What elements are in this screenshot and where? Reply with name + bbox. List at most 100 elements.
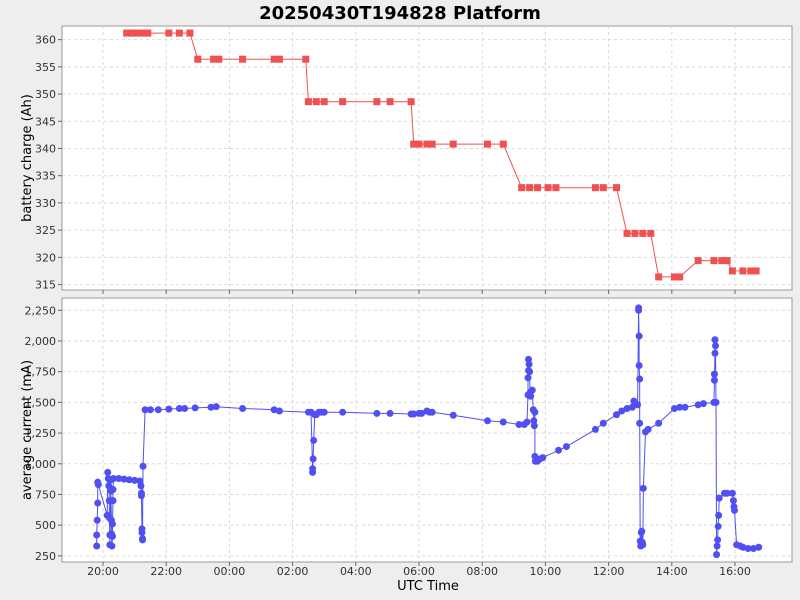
y-tick-label: 325 xyxy=(35,224,56,237)
data-point xyxy=(418,409,426,417)
data-point xyxy=(144,29,152,37)
y-tick-label: 750 xyxy=(35,488,56,501)
data-point xyxy=(320,408,328,416)
data-point xyxy=(728,267,736,275)
data-point xyxy=(410,140,418,148)
data-point xyxy=(634,401,642,409)
chart-title: 20250430T194828 Platform xyxy=(259,3,541,24)
data-point xyxy=(715,511,723,519)
data-point xyxy=(530,422,538,430)
y-tick-label: 2,250 xyxy=(25,304,57,317)
data-point xyxy=(681,403,689,411)
data-point xyxy=(309,455,317,463)
data-point xyxy=(739,267,747,275)
data-point xyxy=(128,29,136,37)
x-tick-label: 16:00 xyxy=(719,565,751,578)
data-point xyxy=(527,392,535,400)
data-point xyxy=(623,229,631,237)
data-point xyxy=(531,408,539,416)
data-point xyxy=(710,257,718,265)
data-point xyxy=(181,405,189,413)
data-point xyxy=(212,403,220,411)
data-point xyxy=(639,229,647,237)
data-point xyxy=(93,542,101,550)
data-point xyxy=(194,55,202,63)
data-point xyxy=(339,98,347,106)
data-point xyxy=(94,481,102,489)
y-tick-label: 1,000 xyxy=(25,458,57,471)
data-point xyxy=(670,405,678,413)
data-point xyxy=(165,405,173,413)
data-point xyxy=(713,542,721,550)
data-point xyxy=(524,374,532,382)
data-point xyxy=(623,405,631,413)
data-point xyxy=(515,420,523,428)
x-tick-label: 02:00 xyxy=(277,565,309,578)
data-point xyxy=(104,468,112,476)
data-point xyxy=(639,484,647,492)
data-point xyxy=(599,419,607,427)
data-point xyxy=(483,417,491,425)
data-point xyxy=(407,98,415,106)
data-point xyxy=(647,229,655,237)
data-point xyxy=(110,475,118,483)
x-tick-label: 00:00 xyxy=(214,565,246,578)
data-point xyxy=(744,544,752,552)
y-tick-label: 315 xyxy=(35,279,56,292)
data-point xyxy=(239,55,247,63)
data-point xyxy=(93,531,101,539)
y-tick-label: 1,750 xyxy=(25,366,57,379)
data-point xyxy=(123,29,131,37)
data-point xyxy=(539,454,547,462)
data-point xyxy=(120,475,128,483)
data-point xyxy=(309,468,317,476)
y-tick-label: 355 xyxy=(35,61,56,74)
plot-area xyxy=(61,297,793,563)
x-axis-label: UTC Time xyxy=(397,579,459,594)
data-point xyxy=(749,544,757,552)
data-point xyxy=(699,400,707,408)
data-point xyxy=(428,140,436,148)
average-current-panel: 250 500 750 1,000 1,250 1,500 1,750 2,000 2,250 a… xyxy=(20,297,793,566)
data-point xyxy=(339,408,347,416)
data-point xyxy=(449,411,457,419)
data-point xyxy=(526,368,534,376)
data-point xyxy=(730,506,738,514)
data-point xyxy=(270,406,278,414)
data-point xyxy=(638,527,646,535)
y-tick-label: 360 xyxy=(35,34,56,47)
data-point xyxy=(712,398,720,406)
y-axis-label: battery charge (Ah) xyxy=(20,94,35,222)
data-point xyxy=(154,406,162,414)
y-tick-label: 500 xyxy=(35,519,56,532)
data-point xyxy=(304,98,312,106)
data-point xyxy=(139,462,147,470)
data-point xyxy=(108,542,116,550)
data-point xyxy=(449,140,457,148)
data-point xyxy=(562,443,570,451)
data-point xyxy=(694,257,702,265)
data-point xyxy=(636,419,644,427)
data-point xyxy=(591,184,599,192)
data-point xyxy=(423,140,431,148)
data-point xyxy=(747,267,755,275)
data-point xyxy=(676,403,684,411)
data-point xyxy=(714,536,722,544)
data-point xyxy=(635,332,643,340)
data-point xyxy=(715,494,723,502)
data-point xyxy=(275,55,283,63)
battery-charge-panel: 315 320 325 330 335 340 345 350 355 360 battery ch… xyxy=(20,25,793,294)
data-point xyxy=(109,486,117,494)
data-point xyxy=(175,405,183,413)
data-point xyxy=(137,492,145,500)
data-point xyxy=(618,407,626,415)
data-point xyxy=(711,336,719,344)
data-point xyxy=(320,98,328,106)
data-point xyxy=(499,140,507,148)
y-tick-label: 350 xyxy=(35,88,56,101)
x-tick-label: 12:00 xyxy=(593,565,625,578)
data-point xyxy=(676,273,684,281)
data-point xyxy=(670,273,678,281)
data-point xyxy=(415,140,423,148)
data-point xyxy=(302,55,310,63)
